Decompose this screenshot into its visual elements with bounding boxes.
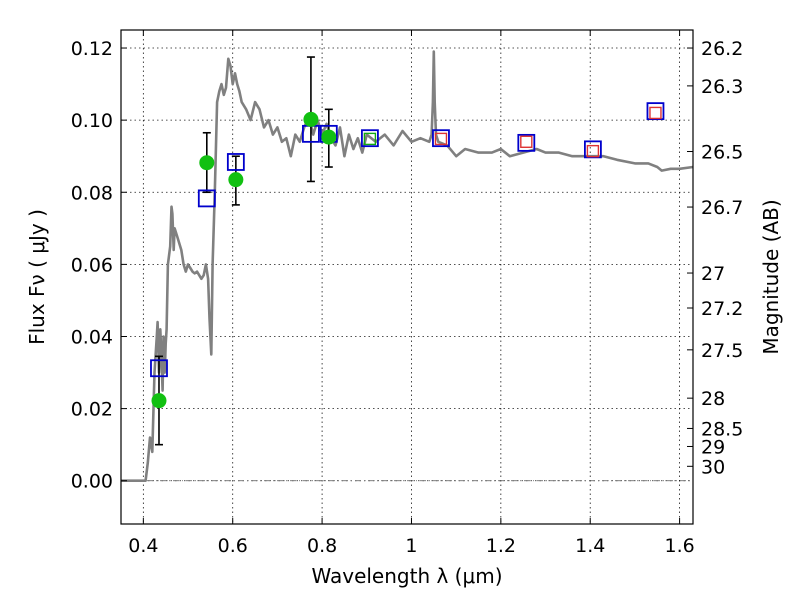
observed-flux-point [321, 129, 337, 145]
x-tick-label: 1 [405, 535, 417, 557]
ir-flux-square [520, 135, 533, 148]
model-flux-square [226, 153, 245, 171]
y2-tick-label: 28.5 [701, 418, 743, 440]
model-flux-square [517, 133, 536, 152]
y2-tick-label: 27 [701, 263, 725, 285]
ticks [121, 30, 693, 524]
y2-tick-label: 28 [701, 388, 725, 410]
sed-curve [121, 50, 694, 483]
observed-flux-point [151, 393, 167, 409]
y-tick-label: 0.04 [71, 326, 113, 348]
ir-flux-square [363, 132, 377, 146]
y-tick-label: 0.02 [71, 399, 113, 421]
y-tick-label: 0.08 [71, 182, 113, 204]
y-axis-label: Flux Fν ( μJy ) [25, 209, 49, 345]
ir-flux-square [649, 106, 662, 120]
x-tick-label: 1.2 [486, 535, 516, 557]
x-tick-label: 1.4 [575, 535, 605, 557]
y-tick-label: 0.10 [71, 110, 113, 132]
y2-axis-label: Magnitude (AB) [759, 199, 783, 354]
series-layer [121, 50, 694, 483]
y2-tick-label: 27.5 [701, 340, 743, 362]
y2-tick-label: 27.2 [701, 298, 743, 320]
y2-tick-label: 26.7 [701, 197, 743, 219]
y-tick-label: 0.00 [71, 471, 113, 493]
y-tick-labels: 0.00 0.02 0.04 0.06 0.08 0.10 0.12 [71, 38, 113, 493]
x-tick-label: 1.6 [664, 535, 694, 557]
y2-tick-label: 30 [701, 456, 725, 478]
model-flux-square [432, 129, 450, 148]
y2-tick-label: 26.5 [701, 142, 743, 164]
x-tick-label: 0.4 [128, 535, 158, 557]
observed-flux-point [228, 172, 244, 188]
x-tick-label: 0.8 [307, 535, 337, 557]
ir-flux-square [434, 132, 448, 146]
model-flux-square [150, 359, 168, 378]
x-tick-label: 0.6 [218, 535, 248, 557]
y2-tick-label: 26.3 [701, 76, 743, 98]
model-flux-square [361, 129, 379, 148]
ir-flux-square [586, 144, 600, 158]
y-tick-label: 0.12 [71, 38, 113, 60]
x-tick-labels: 0.4 0.6 0.8 1 1.2 1.4 1.6 [128, 535, 694, 557]
model-flux-square [197, 189, 216, 208]
plot-frame [120, 29, 694, 525]
x-axis-label: Wavelength λ (μm) [311, 564, 502, 588]
observed-flux-point [199, 155, 215, 171]
y2-tick-label: 29 [701, 436, 725, 458]
observed-flux-point [303, 111, 319, 127]
y2-tick-label: 26.2 [701, 38, 743, 60]
y-tick-label: 0.06 [71, 254, 113, 276]
